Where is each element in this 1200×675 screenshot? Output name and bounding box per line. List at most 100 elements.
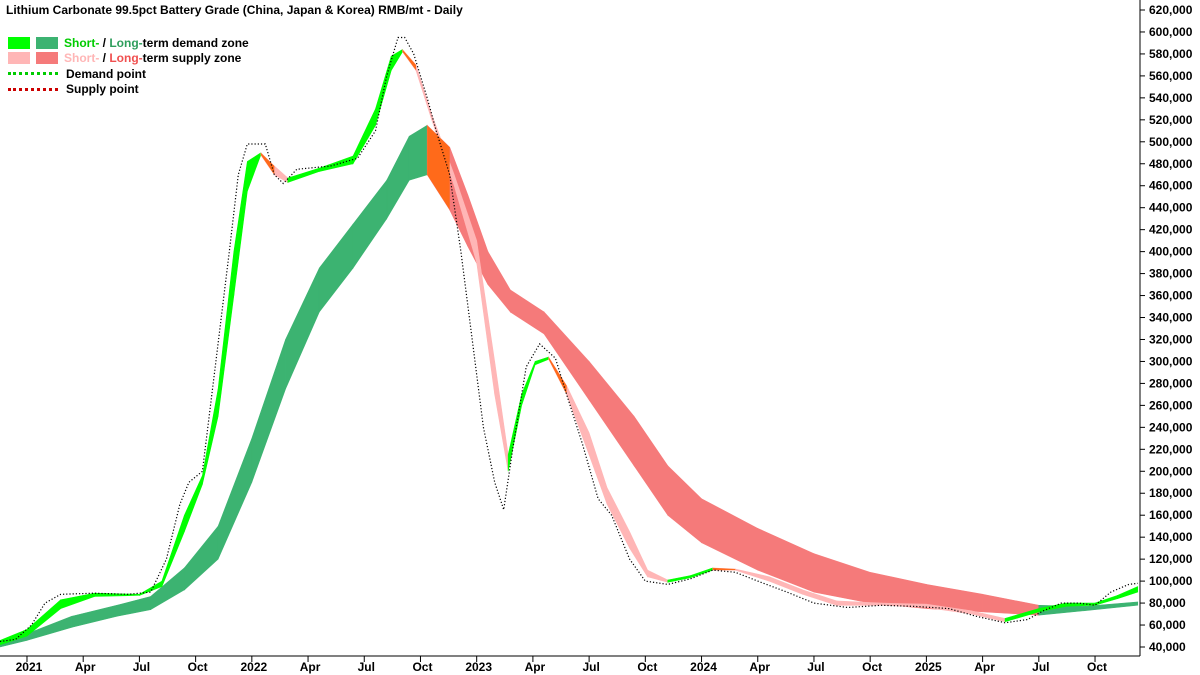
short-band-segment <box>534 356 549 366</box>
short-band-segment <box>588 432 608 505</box>
x-tick-label: Oct <box>637 660 657 674</box>
y-tick-label: 100,000 <box>1149 574 1193 588</box>
long-band-segment <box>352 179 388 270</box>
y-tick-label: 180,000 <box>1149 486 1193 500</box>
y-tick-label: 260,000 <box>1149 398 1193 412</box>
short-band-segment <box>647 569 669 583</box>
x-tick-label: Jul <box>358 660 375 674</box>
y-tick-label: 160,000 <box>1149 508 1193 522</box>
legend-supply-sep: / <box>99 51 110 66</box>
long-band-segment <box>667 465 702 544</box>
long-band-segment <box>757 527 815 593</box>
x-tick-label: 2023 <box>465 660 492 674</box>
y-tick-label: 120,000 <box>1149 552 1193 566</box>
y-tick-label: 620,000 <box>1149 3 1193 17</box>
legend-demand-point-text: Demand point <box>66 66 146 81</box>
y-tick-label: 480,000 <box>1149 157 1193 171</box>
x-axis: 2021 Apr Jul Oct 2022 Apr Jul Oct 2023 Apr Jul Oct 2… <box>0 655 1140 674</box>
long-band-segment <box>588 360 635 467</box>
bands-layer <box>0 48 1139 648</box>
short-band-segment <box>689 567 714 579</box>
long-band-segment <box>408 124 428 181</box>
long-band-segment <box>318 223 354 313</box>
legend-supply-zone: Short- / Long-term supply zone <box>8 51 249 67</box>
y-tick-label: 360,000 <box>1149 289 1193 303</box>
x-tick-label: Jul <box>582 660 599 674</box>
x-tick-label: 2021 <box>16 660 43 674</box>
x-tick-label: Oct <box>862 660 882 674</box>
legend-demand-sep: / <box>99 35 110 50</box>
y-tick-label: 280,000 <box>1149 376 1193 390</box>
y-tick-label: 540,000 <box>1149 91 1193 105</box>
y-tick-label: 400,000 <box>1149 245 1193 259</box>
legend-long-demand-text: Long- <box>109 35 143 50</box>
short-band-segment <box>202 388 219 485</box>
x-tick-label: Jul <box>133 660 150 674</box>
y-tick-label: 240,000 <box>1149 420 1193 434</box>
short-band-segment <box>507 394 522 472</box>
short-band-segment <box>629 531 648 578</box>
x-tick-label: 2024 <box>690 660 717 674</box>
y-tick-label: 420,000 <box>1149 223 1193 237</box>
long-band-segment <box>184 525 219 591</box>
long-band-segment <box>633 415 669 517</box>
short-band-segment <box>1117 586 1139 600</box>
y-tick-label: 80,000 <box>1149 596 1186 610</box>
short-band-segment <box>287 167 320 183</box>
short-supply-swatch <box>8 52 30 65</box>
x-tick-label: Oct <box>188 660 208 674</box>
short-band-segment <box>566 385 590 455</box>
short-band-segment <box>494 361 509 472</box>
legend-supply-suffix: term supply zone <box>142 51 242 66</box>
long-band-segment <box>71 604 118 628</box>
demand-point-swatch <box>8 72 58 76</box>
chart-title: Lithium Carbonate 99.5pct Battery Grade … <box>6 3 463 17</box>
short-band-segment <box>375 56 392 126</box>
short-band-segment <box>606 487 630 549</box>
short-band-transition <box>260 152 275 175</box>
long-band-segment <box>116 596 151 617</box>
long-band-segment <box>487 250 511 313</box>
y-tick-label: 340,000 <box>1149 311 1193 325</box>
y-tick-label: 60,000 <box>1149 618 1186 632</box>
y-tick-label: 220,000 <box>1149 442 1193 456</box>
x-tick-label: 2022 <box>240 660 267 674</box>
y-tick-label: 300,000 <box>1149 354 1193 368</box>
x-tick-label: 2025 <box>915 660 942 674</box>
long-supply-swatch <box>36 52 58 65</box>
x-tick-label: Apr <box>749 660 770 674</box>
y-tick-label: 520,000 <box>1149 113 1193 127</box>
long-band-segment <box>386 136 410 220</box>
short-band-transition <box>402 49 416 71</box>
short-band-segment <box>184 475 203 532</box>
y-tick-label: 200,000 <box>1149 464 1193 478</box>
long-band-segment <box>1083 601 1139 612</box>
y-tick-label: 440,000 <box>1149 201 1193 215</box>
x-tick-label: Apr <box>300 660 321 674</box>
legend-demand-zone: Short- / Long-term demand zone <box>8 35 249 51</box>
y-tick-label: 600,000 <box>1149 25 1193 39</box>
legend-demand-point: Demand point <box>8 66 249 82</box>
short-band-segment <box>415 64 433 120</box>
long-band-transition <box>427 125 450 210</box>
y-axis: 40,000 60,000 80,000 100,000 120,000 140,000 1… <box>1139 0 1193 656</box>
short-band-segment <box>94 592 140 597</box>
long-band-segment <box>217 438 253 560</box>
y-tick-label: 320,000 <box>1149 332 1193 346</box>
legend-long-supply-text: Long- <box>109 51 143 66</box>
short-band-transition <box>712 567 736 571</box>
short-band-segment <box>318 155 354 172</box>
legend-supply-point: Supply point <box>8 82 249 98</box>
x-tick-label: Jul <box>1032 660 1049 674</box>
long-band-segment <box>285 267 320 390</box>
y-tick-label: 500,000 <box>1149 135 1193 149</box>
short-band-segment <box>521 361 536 406</box>
short-band-transition <box>548 357 567 395</box>
short-band-segment <box>274 165 289 183</box>
long-demand-swatch <box>36 36 58 49</box>
y-tick-label: 460,000 <box>1149 179 1193 193</box>
x-tick-label: Apr <box>974 660 995 674</box>
short-band-segment <box>60 592 95 609</box>
short-band-segment <box>247 152 262 192</box>
